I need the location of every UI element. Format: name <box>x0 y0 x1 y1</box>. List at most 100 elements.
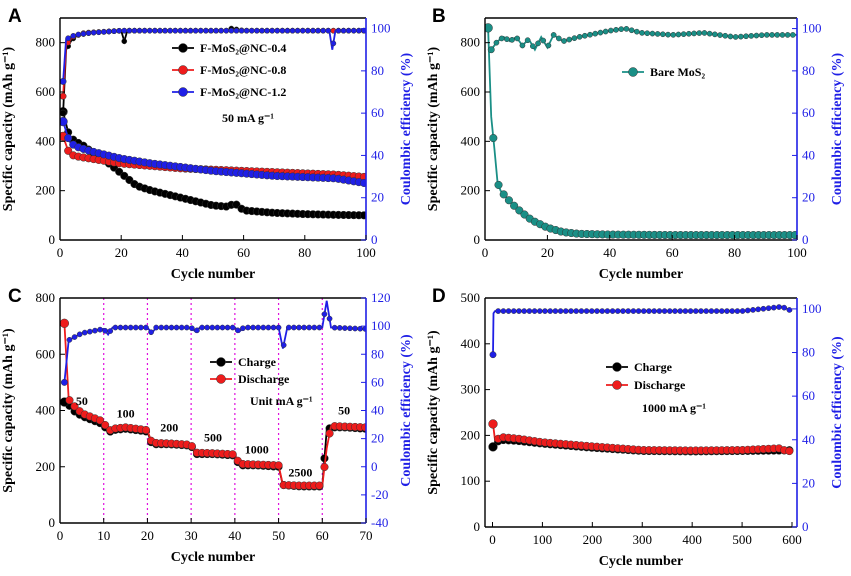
data-point <box>234 327 241 334</box>
data-point <box>758 32 765 39</box>
data-point <box>536 308 543 314</box>
data-point <box>208 27 214 34</box>
legend-label: Discharge <box>634 378 686 392</box>
data-point <box>275 324 282 331</box>
y2-axis-label: Coulombic efficiency (%) <box>830 52 845 205</box>
data-point <box>521 308 528 314</box>
data-point <box>618 26 625 32</box>
y-tick-label: 300 <box>461 382 481 397</box>
series-group <box>60 25 366 220</box>
x-tick-label: 0 <box>57 245 64 260</box>
data-point <box>505 308 512 314</box>
data-point <box>153 324 160 331</box>
y2-tick-label: 60 <box>802 105 815 120</box>
panel-a: A0 20 40 60 80 1000200400600800020406080100Cy… <box>1 6 414 282</box>
x-tick-label: 200 <box>583 532 603 547</box>
data-point <box>587 31 593 38</box>
y2-tick-label: 0 <box>371 232 378 247</box>
data-point <box>259 27 265 34</box>
data-point <box>744 307 751 314</box>
legend-note: Unit mA g⁻¹ <box>250 394 313 408</box>
data-point <box>691 30 697 37</box>
data-point <box>785 447 794 456</box>
data-point <box>331 324 338 331</box>
data-point <box>243 27 250 34</box>
y2-tick-label: 80 <box>371 346 384 361</box>
data-point <box>737 33 744 40</box>
data-point <box>623 26 630 32</box>
data-point <box>573 308 580 314</box>
data-point <box>717 32 723 38</box>
series-group <box>485 23 797 240</box>
data-point <box>542 308 548 314</box>
data-point <box>320 27 327 34</box>
data-point <box>357 325 364 332</box>
y2-tick-label: 20 <box>371 431 384 446</box>
data-point <box>597 29 604 36</box>
data-point <box>774 32 781 38</box>
data-point <box>158 324 165 331</box>
y2-tick-label: 40 <box>802 147 815 162</box>
x-tick-label: 0 <box>489 532 496 547</box>
data-point <box>340 27 347 34</box>
data-point <box>90 29 97 36</box>
data-point <box>489 351 497 359</box>
y2-axis-label: Coulombic efficiency (%) <box>830 336 845 489</box>
y2-tick-label: 60 <box>371 374 384 389</box>
x-tick-label: 0 <box>57 528 64 543</box>
panel-c: C 0 10 20 30 40 50 60 70 0 200 400 600 800 -40 -20 0 20 40… <box>1 286 414 565</box>
data-point <box>274 27 281 34</box>
data-point <box>713 308 720 314</box>
data-point <box>238 27 245 34</box>
data-point <box>786 307 793 313</box>
data-point <box>628 27 635 34</box>
data-point <box>289 27 296 34</box>
x-tick-label: 100 <box>533 532 553 547</box>
data-point <box>97 326 103 333</box>
data-point <box>218 27 225 34</box>
y-tick-label: 0 <box>49 232 56 247</box>
data-point <box>213 27 219 34</box>
y-tick-label: 800 <box>36 35 56 50</box>
x-tick-label: 80 <box>728 245 741 260</box>
data-point <box>359 178 366 187</box>
data-point <box>659 31 666 38</box>
data-point <box>101 420 110 430</box>
data-point <box>488 419 498 429</box>
data-point <box>65 396 74 405</box>
data-point <box>646 308 652 314</box>
data-point <box>81 329 88 336</box>
y2-tick-label: -40 <box>371 515 388 530</box>
data-point <box>229 324 236 331</box>
data-point <box>270 324 277 331</box>
panel-b: B0 20 40 60 80 1000200400600800020406080100Cy… <box>426 6 845 282</box>
data-point <box>732 34 739 40</box>
data-point <box>194 327 200 334</box>
data-point <box>203 27 209 34</box>
data-point <box>183 324 190 331</box>
rate-label: 2500 <box>288 466 312 480</box>
data-point <box>692 308 699 314</box>
x-tick-label: 40 <box>176 245 189 260</box>
data-point <box>335 27 342 34</box>
y2-tick-label: 80 <box>802 345 815 360</box>
legend-marker <box>178 87 188 97</box>
y-tick-label: 200 <box>36 183 56 198</box>
x-axis-label: Cycle number <box>599 554 683 569</box>
rate-label: 1000 <box>245 442 269 456</box>
data-point <box>547 308 554 314</box>
data-point <box>524 37 531 44</box>
data-point <box>672 308 678 314</box>
data-point <box>301 324 307 331</box>
y-tick-label: 100 <box>461 473 481 488</box>
y-tick-label: 200 <box>36 459 56 474</box>
y-tick-label: 600 <box>461 84 481 99</box>
x-tick-label: 50 <box>272 528 285 543</box>
data-point <box>495 308 502 314</box>
data-point <box>141 27 148 34</box>
data-point <box>146 27 153 34</box>
data-point <box>500 308 507 314</box>
data-point <box>106 28 112 35</box>
y2-tick-label: 0 <box>802 232 809 247</box>
data-point <box>734 308 741 314</box>
